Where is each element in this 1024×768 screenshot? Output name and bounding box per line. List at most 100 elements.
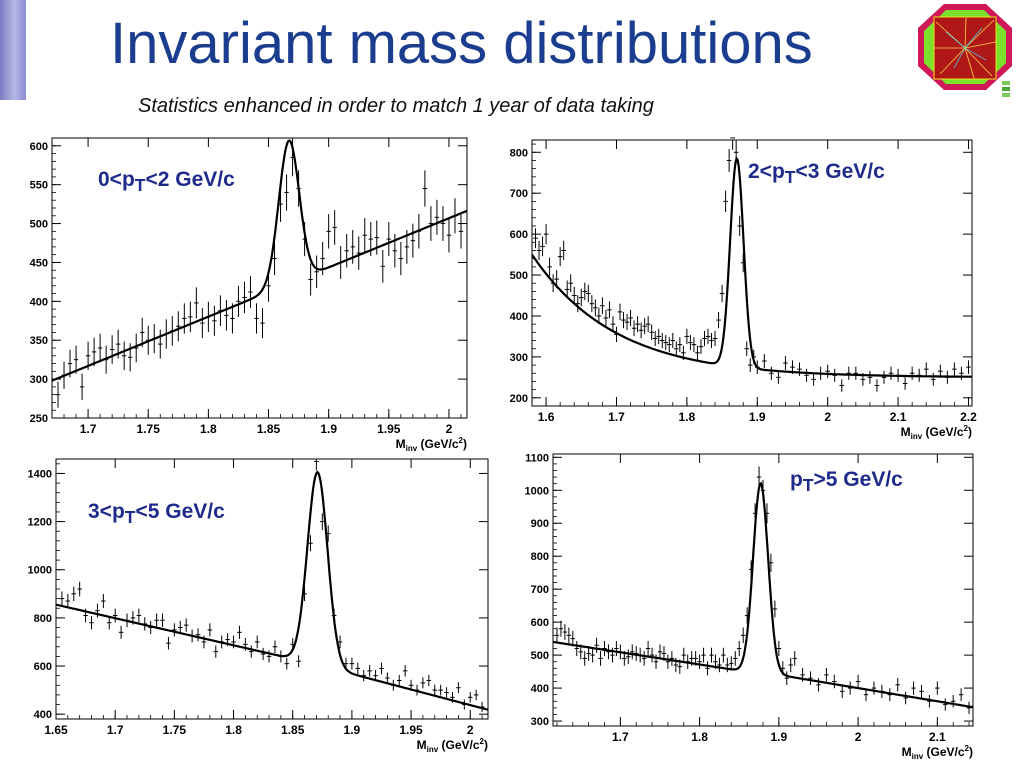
y-tick-label: 300 [510,352,528,364]
y-tick-label: 400 [34,709,52,721]
data-point [242,281,247,314]
data-point [729,656,734,671]
data-point [547,257,552,277]
x-axis-label: Minv (GeV/c2) [901,424,972,441]
x-axis-label-close: ) [969,745,973,759]
pt-label-1-post: <3 GeV/c [795,160,885,183]
data-point [260,308,265,339]
data-point [236,285,241,317]
data-point [628,309,633,327]
x-axis-label-unit: (GeV/c [438,738,480,752]
pt-label-0-sub: T [134,175,146,196]
x-tick-label: 1.9 [749,410,766,424]
fit-curve [531,155,972,378]
data-point [121,341,127,370]
data-point [362,218,367,253]
data-point [248,276,253,308]
data-point [578,288,584,307]
data-point [593,299,598,317]
data-point [95,603,100,618]
data-point [582,651,587,666]
chart-panel-3: 1.7 1.8 1.9 2 2.1 300 400 500 600 700 800 900 1000 11… [505,444,980,768]
data-point [630,644,635,660]
data-point [398,241,404,276]
data-point [272,640,278,654]
data-point [308,535,313,552]
data-point [669,651,675,666]
data-point [344,234,349,268]
pt-label-3-sub: T [802,475,814,496]
data-point [737,215,742,237]
slide-navigation-icon[interactable] [1000,80,1012,103]
x-tick-label: 2 [855,730,862,744]
data-point [386,222,391,257]
data-point [224,300,229,331]
data-point [670,332,676,349]
data-point [154,613,159,628]
data-point [434,199,440,235]
data-point [367,665,372,677]
data-point [853,366,859,380]
data-point [684,328,690,345]
data-point [705,661,710,676]
data-point [140,317,145,348]
x-tick-label: 1.8 [200,422,217,436]
fit-curve [55,470,489,711]
data-point [101,593,106,609]
data-point [207,623,213,637]
data-point [332,210,337,245]
data-point [663,335,669,351]
data-point [635,316,640,333]
x-axis-label-close: ) [484,738,488,752]
data-point [158,329,163,359]
x-tick-label: 1.65 [44,723,68,737]
data-point [575,295,581,313]
x-tick-label: 2 [824,410,831,424]
data-point [176,311,181,342]
y-tick-label: 250 [30,413,48,425]
data-point [919,684,924,698]
x-tick-label: 1.75 [137,422,161,436]
data-point [638,322,644,339]
x-tick-label: 1.8 [225,723,242,737]
data-point [296,655,301,668]
data-point [570,630,576,647]
x-tick-label: 1.7 [80,422,97,436]
data-point [574,641,579,657]
data-point [600,297,605,315]
data-point [740,627,746,644]
data-point [79,373,85,401]
pt-label-0-pre: 0<p [98,168,135,191]
data-point [254,635,260,649]
data-point [824,667,829,682]
data-point [134,333,139,363]
chart-2: 1.65 1.7 1.75 1.8 1.85 1.9 1.95 2 400 600 800 1000 1… [28,458,489,754]
data-point [420,677,426,689]
data-point [641,651,647,666]
data-point [590,647,595,663]
pt-label-3: pT>5 GeV/c [790,468,903,496]
x-tick-label: 2.2 [960,410,977,424]
pt-label-3-post: >5 GeV/c [813,468,903,491]
x-axis-label-sup: 2 [965,744,970,753]
y-tick-label: 1100 [525,452,549,464]
y-tick-label: 300 [30,374,48,386]
data-point [909,366,915,380]
pt-label-2-post: <5 GeV/c [135,500,225,523]
data-point [624,314,630,331]
data-point [681,647,686,663]
x-axis-label-unit: (GeV/c [417,437,459,451]
data-point [881,370,887,384]
x-tick-label: 1.9 [771,730,788,744]
data-point [769,366,774,380]
data-point [89,615,94,630]
data-point [438,684,443,696]
x-axis-label: Minv (GeV/c2) [396,436,467,452]
data-point [71,586,77,602]
y-tick-label: 900 [531,518,549,530]
data-point [200,308,205,339]
data-point [195,628,201,642]
data-point [730,137,735,150]
data-point [607,301,612,319]
data-point [705,328,711,345]
